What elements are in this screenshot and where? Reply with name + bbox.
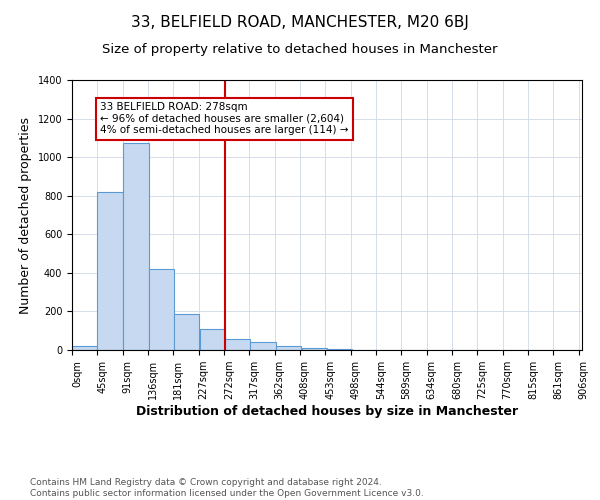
Bar — [225, 340, 250, 350]
X-axis label: Distribution of detached houses by size in Manchester: Distribution of detached houses by size … — [136, 405, 518, 418]
Text: 33, BELFIELD ROAD, MANCHESTER, M20 6BJ: 33, BELFIELD ROAD, MANCHESTER, M20 6BJ — [131, 15, 469, 30]
Text: Contains HM Land Registry data © Crown copyright and database right 2024.
Contai: Contains HM Land Registry data © Crown c… — [30, 478, 424, 498]
Bar — [276, 346, 301, 350]
Text: Size of property relative to detached houses in Manchester: Size of property relative to detached ho… — [102, 42, 498, 56]
Bar — [72, 346, 97, 350]
Text: 33 BELFIELD ROAD: 278sqm
← 96% of detached houses are smaller (2,604)
4% of semi: 33 BELFIELD ROAD: 278sqm ← 96% of detach… — [100, 102, 349, 136]
Bar — [174, 314, 199, 350]
Bar — [149, 269, 174, 350]
Bar — [123, 142, 149, 350]
Bar — [200, 329, 225, 350]
Bar — [250, 342, 276, 350]
Y-axis label: Number of detached properties: Number of detached properties — [19, 116, 32, 314]
Bar — [97, 192, 122, 350]
Bar — [327, 349, 352, 350]
Bar — [302, 348, 327, 350]
